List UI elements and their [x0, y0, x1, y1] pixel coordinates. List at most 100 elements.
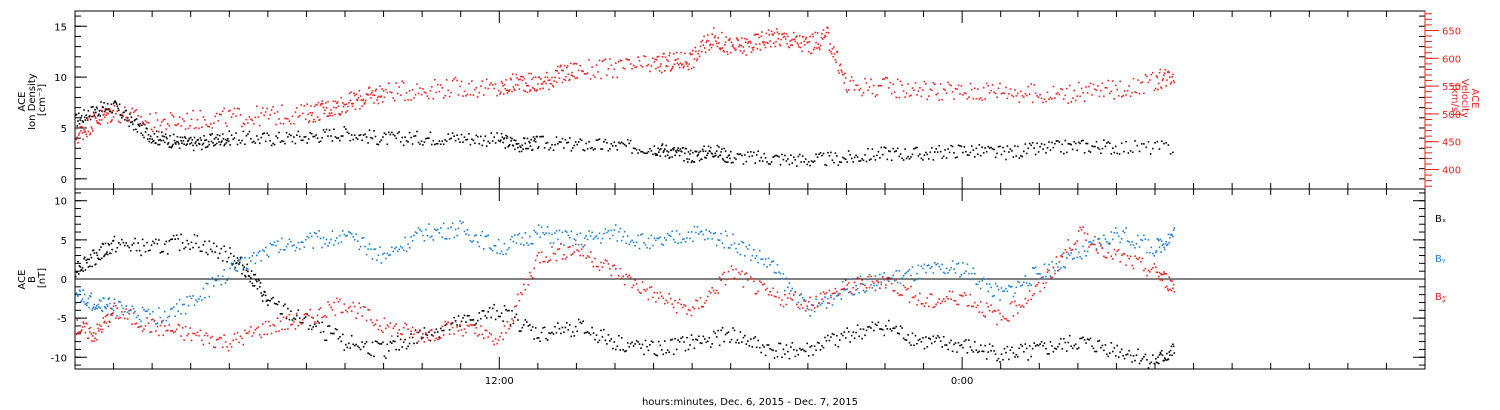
data-point	[985, 358, 988, 360]
data-point	[990, 89, 992, 92]
data-point	[687, 68, 690, 71]
data-point	[77, 260, 79, 263]
data-point	[807, 355, 810, 357]
data-point	[612, 234, 614, 237]
data-point	[439, 327, 442, 330]
data-point	[98, 258, 100, 260]
data-point	[783, 32, 785, 35]
data-point	[129, 250, 132, 252]
data-point	[250, 118, 252, 121]
data-point	[922, 337, 924, 339]
data-point	[1168, 276, 1170, 278]
data-point	[626, 235, 629, 237]
data-point	[677, 242, 679, 245]
data-point	[150, 128, 153, 131]
data-point	[1089, 244, 1092, 246]
data-point	[775, 350, 777, 352]
data-point	[324, 339, 326, 342]
data-point	[707, 34, 709, 36]
data-point	[864, 77, 866, 80]
data-point	[313, 321, 316, 323]
data-point	[999, 299, 1001, 301]
data-point	[1002, 146, 1004, 149]
data-point	[753, 151, 755, 154]
data-point	[709, 146, 712, 149]
data-point	[84, 130, 87, 133]
data-point	[344, 103, 346, 106]
data-point	[1116, 88, 1118, 91]
data-point	[129, 309, 132, 311]
data-point	[977, 351, 979, 354]
data-point	[276, 137, 279, 139]
data-point	[1173, 81, 1176, 84]
data-point	[164, 325, 166, 327]
data-point	[441, 325, 443, 328]
data-point	[238, 108, 240, 110]
data-point	[658, 237, 660, 240]
data-point	[1104, 344, 1107, 346]
data-point	[477, 335, 479, 337]
data-point	[1005, 318, 1007, 320]
data-point	[822, 29, 825, 31]
data-point	[720, 151, 722, 153]
data-point	[926, 153, 929, 156]
data-point	[524, 232, 527, 234]
data-point	[444, 324, 446, 327]
data-point	[708, 290, 711, 293]
data-point	[815, 153, 817, 156]
data-point	[356, 312, 359, 315]
data-point	[1052, 85, 1055, 88]
data-point	[540, 226, 543, 228]
data-point	[75, 333, 78, 336]
data-point	[87, 110, 90, 112]
data-point	[439, 337, 442, 339]
data-point	[758, 280, 761, 282]
data-point	[1040, 143, 1043, 145]
data-point	[705, 341, 708, 344]
data-point	[726, 50, 728, 53]
data-point	[469, 239, 472, 242]
data-point	[527, 244, 530, 246]
data-point	[99, 115, 102, 117]
data-point	[712, 44, 714, 46]
data-point	[1028, 345, 1031, 347]
data-point	[855, 285, 857, 287]
data-point	[803, 300, 805, 302]
data-point	[885, 284, 887, 286]
data-point	[423, 341, 426, 343]
data-point	[969, 278, 972, 281]
data-point	[140, 116, 142, 118]
data-point	[501, 136, 504, 138]
data-point	[1028, 93, 1031, 96]
data-point	[1055, 93, 1058, 95]
data-point	[270, 144, 273, 147]
data-point	[974, 87, 976, 89]
data-point	[462, 95, 464, 97]
data-point	[855, 331, 857, 334]
data-point	[511, 318, 513, 320]
data-point	[530, 72, 532, 75]
data-point	[306, 313, 308, 315]
data-point	[1158, 362, 1160, 365]
data-point	[1160, 350, 1163, 352]
data-point	[1049, 277, 1052, 279]
data-point	[480, 234, 482, 237]
data-point	[1034, 285, 1037, 288]
data-point	[213, 122, 215, 124]
data-point	[83, 129, 85, 131]
data-point	[381, 88, 383, 90]
data-point	[748, 278, 751, 280]
data-point	[542, 327, 544, 329]
data-point	[401, 136, 403, 139]
data-point	[1168, 71, 1170, 74]
data-point	[692, 338, 694, 341]
data-point	[102, 243, 104, 246]
data-point	[78, 132, 81, 134]
data-point	[813, 345, 816, 347]
data-point	[733, 242, 736, 245]
data-point	[555, 259, 558, 262]
data-point	[589, 235, 592, 237]
data-point	[1018, 347, 1021, 350]
data-point	[1064, 341, 1067, 344]
data-point	[325, 107, 328, 109]
